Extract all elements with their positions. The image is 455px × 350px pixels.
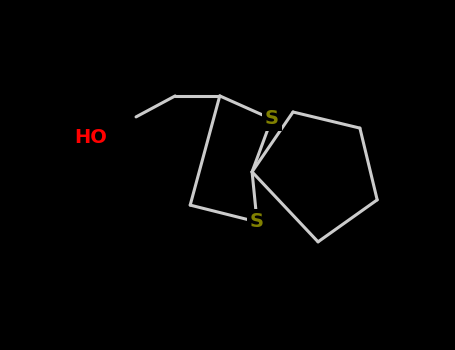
Text: S: S — [250, 212, 264, 231]
Text: HO: HO — [74, 128, 107, 147]
Text: S: S — [265, 110, 278, 128]
